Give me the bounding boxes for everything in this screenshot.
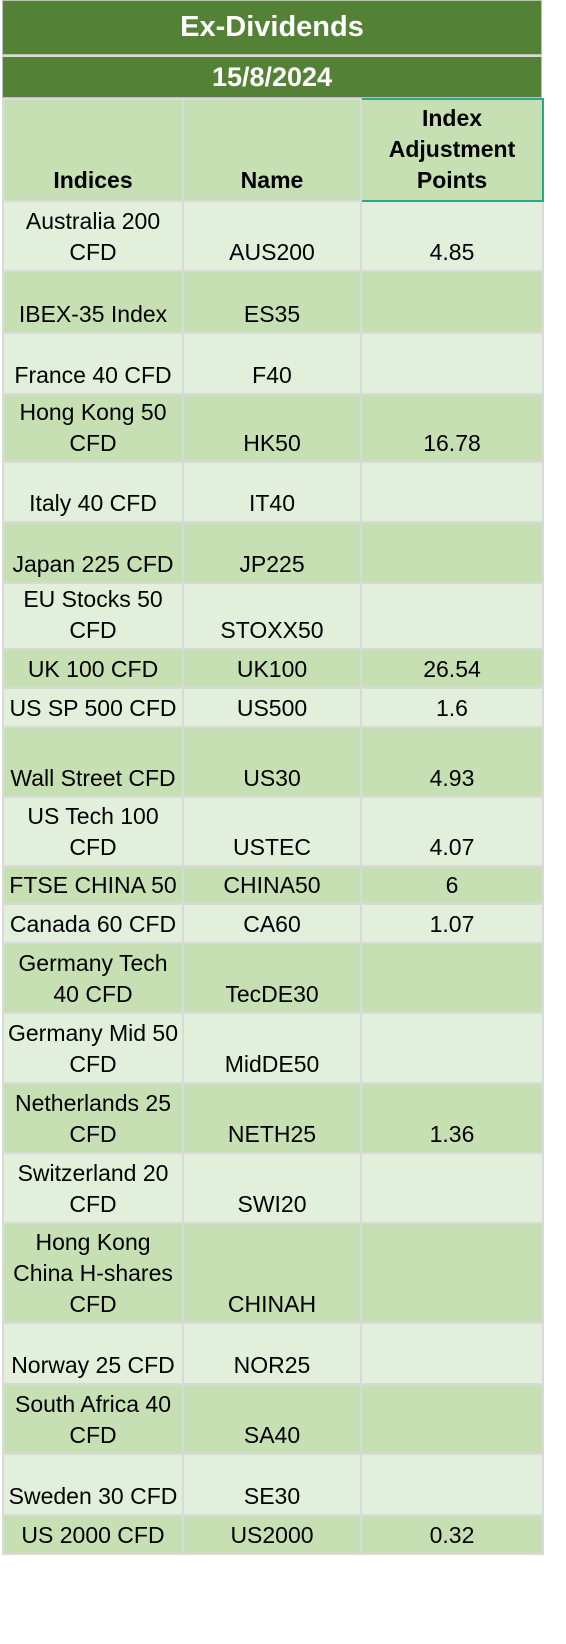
index-cell: Hong Kong China H-shares CFD <box>2 1222 184 1324</box>
table-row: Germany Tech 40 CFD TecDE30 <box>2 942 544 1014</box>
name-cell: ES35 <box>182 270 362 334</box>
index-cell: UK 100 CFD <box>2 648 184 689</box>
index-cell: EU Stocks 50 CFD <box>2 582 184 650</box>
index-cell: Sweden 30 CFD <box>2 1453 184 1516</box>
header-points: Index Adjustment Points <box>360 98 544 202</box>
name-cell: JP225 <box>182 521 362 584</box>
index-cell: US Tech 100 CFD <box>2 796 184 867</box>
table-date: 15/8/2024 <box>2 55 542 98</box>
name-cell: HK50 <box>182 393 362 463</box>
name-cell: US30 <box>182 726 362 798</box>
table-row: US SP 500 CFD US500 1.6 <box>2 687 544 728</box>
table-row: Norway 25 CFD NOR25 <box>2 1322 544 1385</box>
table-row: IBEX-35 Index ES35 <box>2 270 544 334</box>
points-cell <box>360 1222 544 1324</box>
table-row: Wall Street CFD US30 4.93 <box>2 726 544 798</box>
index-cell: Japan 225 CFD <box>2 521 184 584</box>
index-cell: FTSE CHINA 50 <box>2 865 184 905</box>
index-cell: Germany Tech 40 CFD <box>2 942 184 1014</box>
table-row: South Africa 40 CFD SA40 <box>2 1383 544 1455</box>
table-row: FTSE CHINA 50 CHINA50 6 <box>2 865 544 905</box>
index-cell: France 40 CFD <box>2 332 184 395</box>
points-cell <box>360 582 544 650</box>
points-cell: 4.93 <box>360 726 544 798</box>
points-cell <box>360 1383 544 1455</box>
points-cell: 1.6 <box>360 687 544 728</box>
ex-dividends-table-container: Ex-Dividends 15/8/2024 Indices Name Inde… <box>2 0 544 1555</box>
points-cell <box>360 332 544 395</box>
table-row: Netherlands 25 CFD NETH25 1.36 <box>2 1082 544 1154</box>
table-row: Japan 225 CFD JP225 <box>2 521 544 584</box>
index-cell: South Africa 40 CFD <box>2 1383 184 1455</box>
table-title: Ex-Dividends <box>2 0 542 55</box>
name-cell: STOXX50 <box>182 582 362 650</box>
index-cell: Switzerland 20 CFD <box>2 1152 184 1224</box>
points-cell <box>360 1152 544 1224</box>
name-cell: CHINAH <box>182 1222 362 1324</box>
name-cell: MidDE50 <box>182 1012 362 1084</box>
name-cell: SWI20 <box>182 1152 362 1224</box>
name-cell: AUS200 <box>182 200 362 272</box>
index-cell: Hong Kong 50 CFD <box>2 393 184 463</box>
table-row: Hong Kong China H-shares CFD CHINAH <box>2 1222 544 1324</box>
name-cell: CA60 <box>182 903 362 944</box>
name-cell: F40 <box>182 332 362 395</box>
points-cell: 16.78 <box>360 393 544 463</box>
name-cell: US2000 <box>182 1514 362 1555</box>
points-cell: 4.85 <box>360 200 544 272</box>
table-row: UK 100 CFD UK100 26.54 <box>2 648 544 689</box>
index-cell: Norway 25 CFD <box>2 1322 184 1385</box>
index-cell: IBEX-35 Index <box>2 270 184 334</box>
points-cell: 26.54 <box>360 648 544 689</box>
index-cell: Australia 200 CFD <box>2 200 184 272</box>
points-cell <box>360 461 544 523</box>
name-cell: USTEC <box>182 796 362 867</box>
table-row: Switzerland 20 CFD SWI20 <box>2 1152 544 1224</box>
points-cell: 0.32 <box>360 1514 544 1555</box>
table-row: US Tech 100 CFD USTEC 4.07 <box>2 796 544 867</box>
name-cell: SA40 <box>182 1383 362 1455</box>
table-row: US 2000 CFD US2000 0.32 <box>2 1514 544 1555</box>
ex-dividends-table: Indices Name Index Adjustment Points Aus… <box>2 98 544 1555</box>
points-cell <box>360 521 544 584</box>
table-row: Sweden 30 CFD SE30 <box>2 1453 544 1516</box>
points-cell <box>360 1322 544 1385</box>
points-cell <box>360 942 544 1014</box>
index-cell: US 2000 CFD <box>2 1514 184 1555</box>
table-row: Germany Mid 50 CFD MidDE50 <box>2 1012 544 1084</box>
index-cell: Wall Street CFD <box>2 726 184 798</box>
header-indices: Indices <box>2 98 184 202</box>
table-row: France 40 CFD F40 <box>2 332 544 395</box>
name-cell: NOR25 <box>182 1322 362 1385</box>
index-cell: Netherlands 25 CFD <box>2 1082 184 1154</box>
index-cell: US SP 500 CFD <box>2 687 184 728</box>
table-row: Hong Kong 50 CFD HK50 16.78 <box>2 393 544 463</box>
table-row: EU Stocks 50 CFD STOXX50 <box>2 582 544 650</box>
table-row: Italy 40 CFD IT40 <box>2 461 544 523</box>
points-cell <box>360 270 544 334</box>
index-cell: Italy 40 CFD <box>2 461 184 523</box>
header-name: Name <box>182 98 362 202</box>
index-cell: Canada 60 CFD <box>2 903 184 944</box>
name-cell: NETH25 <box>182 1082 362 1154</box>
points-cell: 1.07 <box>360 903 544 944</box>
name-cell: IT40 <box>182 461 362 523</box>
table-row: Australia 200 CFD AUS200 4.85 <box>2 200 544 272</box>
name-cell: UK100 <box>182 648 362 689</box>
name-cell: CHINA50 <box>182 865 362 905</box>
name-cell: SE30 <box>182 1453 362 1516</box>
points-cell <box>360 1012 544 1084</box>
table-row: Canada 60 CFD CA60 1.07 <box>2 903 544 944</box>
points-cell: 4.07 <box>360 796 544 867</box>
points-cell: 1.36 <box>360 1082 544 1154</box>
points-cell <box>360 1453 544 1516</box>
name-cell: TecDE30 <box>182 942 362 1014</box>
name-cell: US500 <box>182 687 362 728</box>
index-cell: Germany Mid 50 CFD <box>2 1012 184 1084</box>
points-cell: 6 <box>360 865 544 905</box>
